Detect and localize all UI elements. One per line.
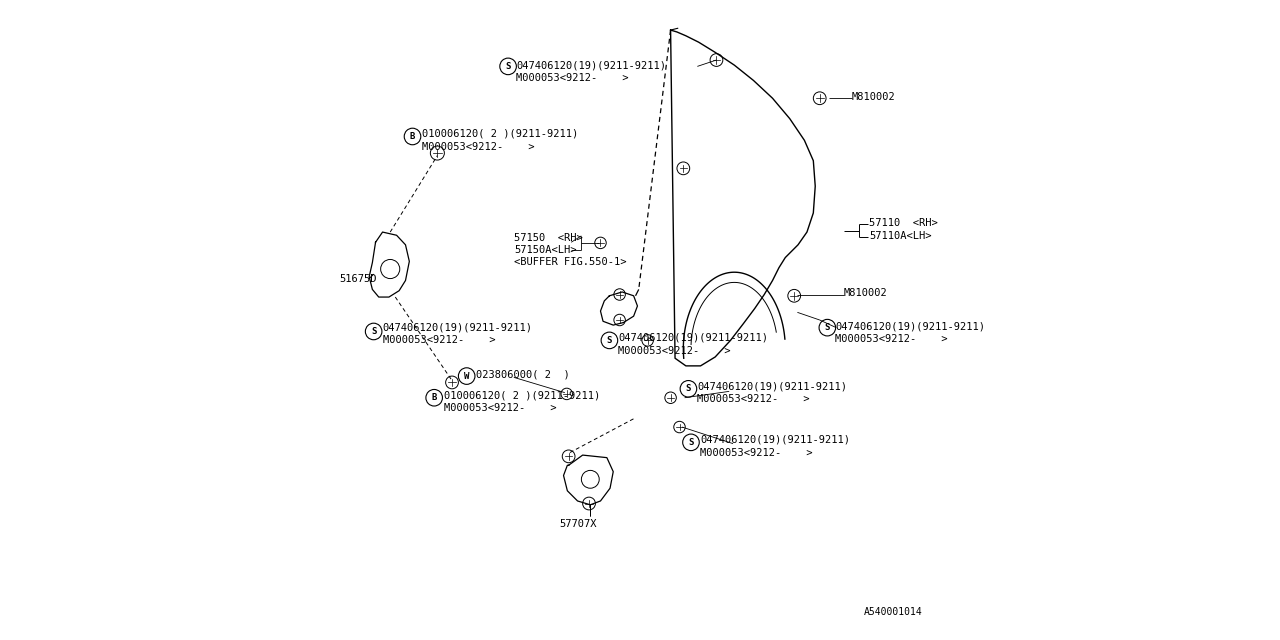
Text: 57110A<LH>: 57110A<LH> <box>869 231 932 241</box>
Text: 047406120(19)(9211-9211): 047406120(19)(9211-9211) <box>618 333 768 343</box>
Text: S: S <box>689 438 694 447</box>
Text: M000053<9212-    >: M000053<9212- > <box>383 335 495 346</box>
Text: 57150  <RH>: 57150 <RH> <box>513 234 582 243</box>
Text: M000053<9212-    >: M000053<9212- > <box>516 73 628 83</box>
Text: M000053<9212-    >: M000053<9212- > <box>422 141 535 152</box>
Text: 010006120( 2 )(9211-9211): 010006120( 2 )(9211-9211) <box>422 129 579 139</box>
Text: M000053<9212-    >: M000053<9212- > <box>698 394 810 404</box>
Text: 047406120(19)(9211-9211): 047406120(19)(9211-9211) <box>383 323 532 333</box>
Text: S: S <box>607 336 612 345</box>
Text: B: B <box>431 393 436 403</box>
Text: 047406120(19)(9211-9211): 047406120(19)(9211-9211) <box>516 60 667 70</box>
Text: <BUFFER FIG.550-1>: <BUFFER FIG.550-1> <box>513 257 626 267</box>
Text: 023806000( 2  ): 023806000( 2 ) <box>476 369 570 379</box>
Text: W: W <box>463 372 470 381</box>
Text: 047406120(19)(9211-9211): 047406120(19)(9211-9211) <box>835 321 986 332</box>
Text: S: S <box>824 323 829 332</box>
Text: S: S <box>506 62 511 71</box>
Text: A540001014: A540001014 <box>864 607 923 617</box>
Text: B: B <box>410 132 415 141</box>
Text: M000053<9212-    >: M000053<9212- > <box>444 403 557 413</box>
Text: 51675D: 51675D <box>339 273 376 284</box>
Text: M810002: M810002 <box>851 92 895 102</box>
Text: 047406120(19)(9211-9211): 047406120(19)(9211-9211) <box>698 381 847 391</box>
Text: 047406120(19)(9211-9211): 047406120(19)(9211-9211) <box>700 435 850 445</box>
Text: S: S <box>371 327 376 336</box>
Text: S: S <box>686 384 691 394</box>
Text: 010006120( 2 )(9211-9211): 010006120( 2 )(9211-9211) <box>444 390 600 400</box>
Text: 57707X: 57707X <box>559 519 596 529</box>
Text: M000053<9212-    >: M000053<9212- > <box>835 334 947 344</box>
Text: M000053<9212-    >: M000053<9212- > <box>618 346 731 356</box>
Text: M000053<9212-    >: M000053<9212- > <box>700 447 813 458</box>
Text: 57150A<LH>: 57150A<LH> <box>513 245 576 255</box>
Text: M810002: M810002 <box>844 288 887 298</box>
Text: 57110  <RH>: 57110 <RH> <box>869 218 938 228</box>
